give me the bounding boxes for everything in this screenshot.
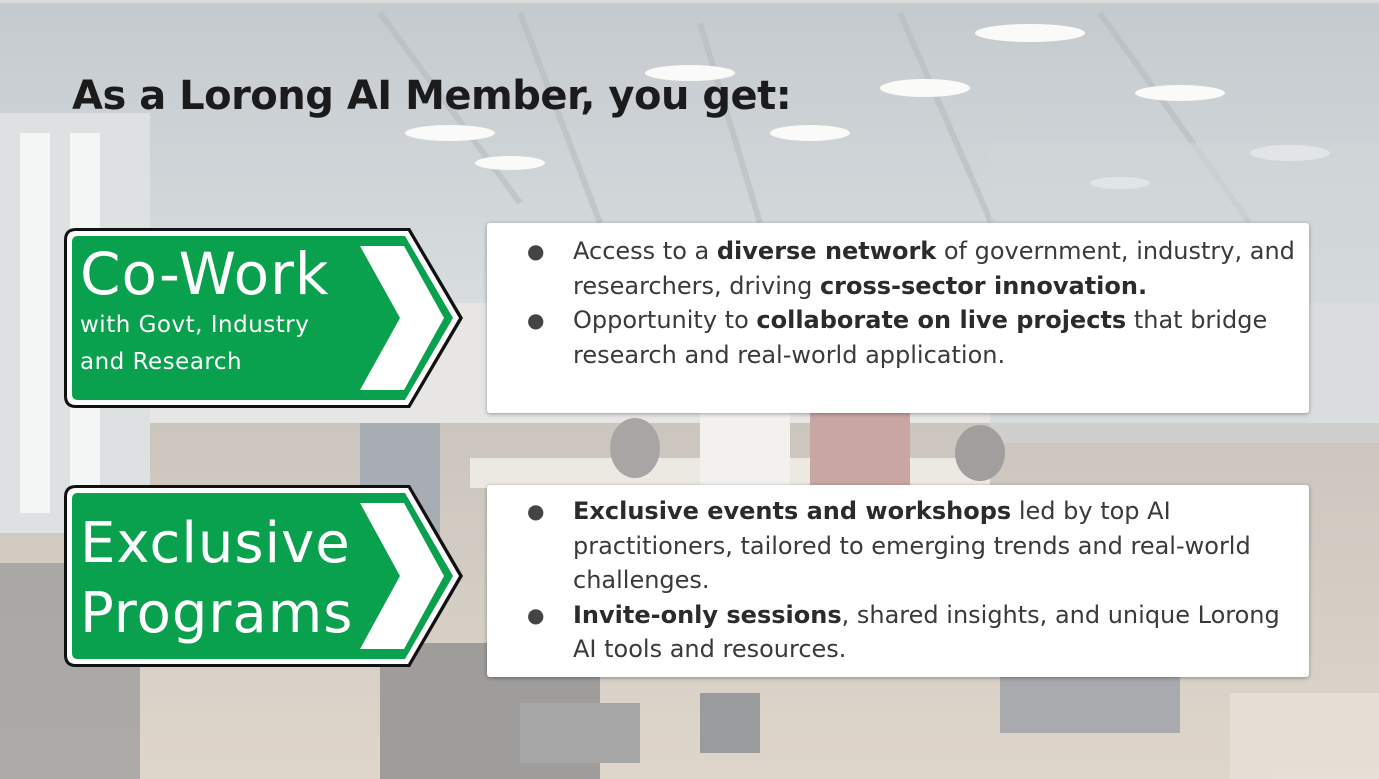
cowork-sign-heading: Co-Work — [80, 240, 330, 308]
cowork-benefits-list: ● Access to a diverse network of governm… — [487, 234, 1309, 372]
bullet-bold-text: cross-sector innovation. — [819, 271, 1148, 300]
bullet-icon: ● — [527, 499, 545, 523]
exclusive-programs-sign: Exclusive Programs — [62, 483, 466, 669]
cowork-benefits-card: ● Access to a diverse network of governm… — [487, 223, 1309, 413]
bullet-icon: ● — [527, 308, 545, 332]
list-item: ● Opportunity to collaborate on live pro… — [487, 303, 1309, 372]
cowork-sign-subtitle-line2: and Research — [80, 349, 243, 375]
cowork-sign: Co-Work with Govt, Industry and Research — [62, 226, 466, 410]
bullet-text: Opportunity to — [573, 306, 757, 334]
green-road-sign-shape — [64, 228, 463, 408]
green-road-sign-shape — [64, 485, 463, 667]
programs-benefits-card: ● Exclusive events and workshops led by … — [487, 485, 1309, 677]
bullet-text: Access to a — [573, 237, 717, 265]
bullet-bold-text: collaborate on live projects — [756, 306, 1127, 334]
bullet-bold-text: diverse network — [716, 237, 937, 265]
cowork-sign-subtitle-line1: with Govt, Industry — [80, 312, 310, 338]
bullet-text: that bridge research and real-world appl… — [573, 306, 1268, 369]
chevron-right-icon — [360, 246, 444, 390]
bullet-bold-text: Invite-only sessions — [573, 600, 842, 629]
bullet-icon: ● — [527, 602, 545, 627]
page-title: As a Lorong AI Member, you get: — [72, 73, 792, 119]
exclusive-sign-line2: Programs — [80, 581, 354, 646]
bullet-text: of government, industry, and researchers… — [573, 237, 1295, 300]
bullet-icon: ● — [527, 239, 545, 263]
bullet-text: , shared insights, and unique Lorong AI … — [573, 600, 1280, 664]
chevron-right-icon — [360, 503, 444, 649]
exclusive-sign-line1: Exclusive — [80, 511, 351, 576]
list-item: ● Access to a diverse network of governm… — [487, 234, 1309, 303]
list-item: ● Exclusive events and workshops led by … — [487, 494, 1309, 598]
bullet-bold-text: Exclusive events and workshops — [573, 497, 1012, 525]
programs-benefits-list: ● Exclusive events and workshops led by … — [487, 494, 1309, 667]
bullet-text: led by top AI practitioners, tailored to… — [573, 497, 1251, 594]
list-item: ● Invite-only sessions, shared insights,… — [487, 598, 1309, 667]
